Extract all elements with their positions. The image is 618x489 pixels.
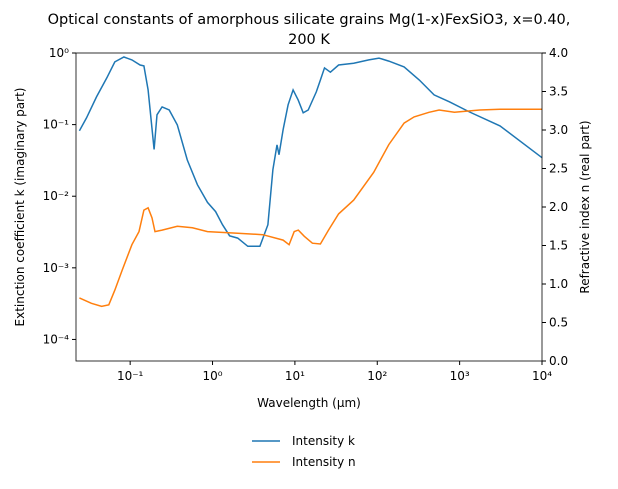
- legend-label: Intensity n: [292, 455, 356, 469]
- y-axis-label: Extinction coefficient k (imaginary part…: [13, 88, 27, 327]
- y2-tick-label: 2.5: [549, 162, 568, 176]
- x-tick-label: 10³: [450, 369, 470, 383]
- y-tick-label: 10⁻³: [43, 261, 70, 275]
- y2-axis-label: Refractive index n (real part): [578, 120, 592, 293]
- x-tick-label: 10²: [367, 369, 387, 383]
- x-tick-label: 10⁻¹: [117, 369, 144, 383]
- plot-frame: [75, 52, 543, 362]
- y-tick-label: 10⁻¹: [43, 118, 70, 132]
- chart-title: Optical constants of amorphous silicate …: [48, 12, 571, 28]
- legend-label: Intensity k: [292, 434, 355, 448]
- y2-tick-label: 4.0: [549, 46, 568, 60]
- y2-tick-label: 1.0: [549, 277, 568, 291]
- x-tick-label: 10¹: [285, 369, 305, 383]
- x-tick-label: 10⁴: [532, 369, 552, 383]
- y2-tick-label: 0.5: [549, 316, 568, 330]
- y2-tick-label: 1.5: [549, 239, 568, 253]
- x-tick-label: 10⁰: [202, 369, 222, 383]
- chart-title: 200 K: [288, 32, 330, 48]
- y2-tick-label: 0.0: [549, 354, 568, 368]
- series-line: [79, 108, 542, 308]
- series-line: [78, 56, 543, 248]
- y2-tick-label: 3.5: [549, 85, 568, 99]
- y2-tick-label: 2.0: [549, 200, 568, 214]
- y-tick-label: 10⁰: [49, 46, 69, 60]
- y-tick-label: 10⁻²: [43, 189, 70, 203]
- y2-tick-label: 3.0: [549, 123, 568, 137]
- x-axis-label: Wavelength (μm): [257, 396, 361, 410]
- y-tick-label: 10⁻⁴: [43, 332, 70, 346]
